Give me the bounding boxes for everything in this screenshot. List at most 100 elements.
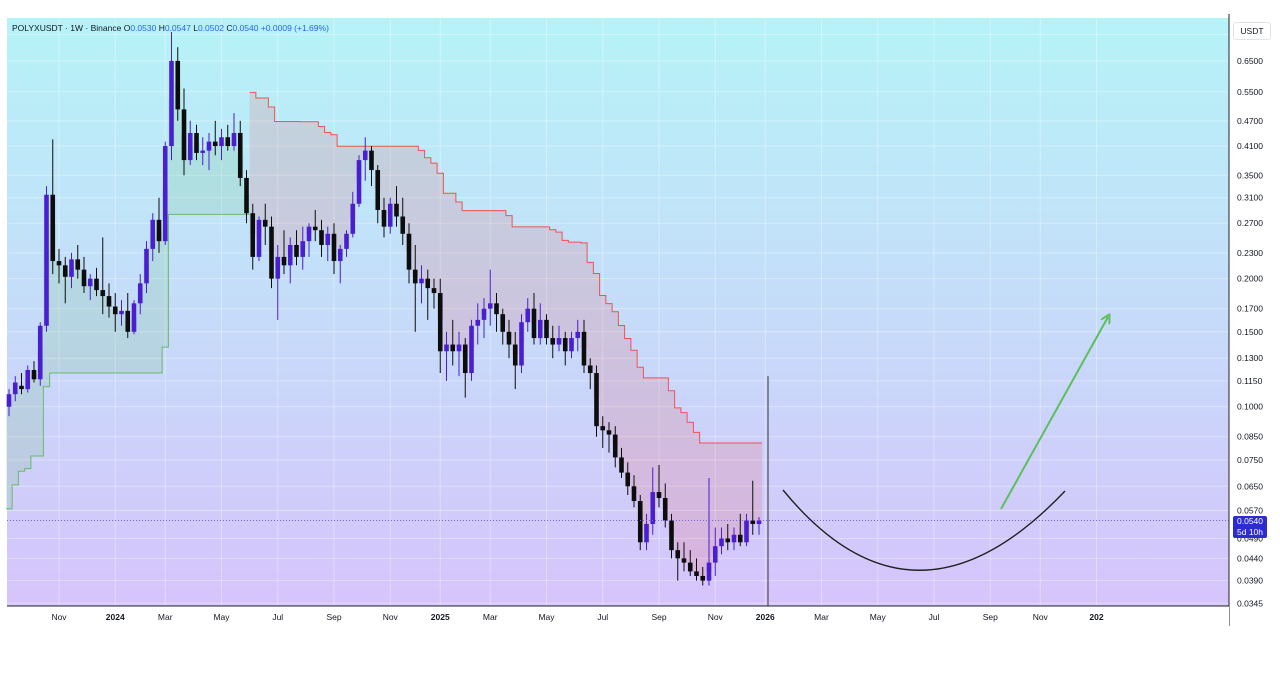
candle[interactable]	[581, 319, 587, 374]
candle[interactable]	[700, 566, 706, 586]
candle[interactable]	[750, 480, 756, 535]
symbol-name[interactable]: POLYXUSDT	[12, 23, 63, 33]
candle[interactable]	[387, 197, 393, 234]
candle[interactable]	[250, 203, 256, 270]
candle[interactable]	[106, 283, 112, 318]
candle[interactable]	[181, 88, 187, 176]
candle[interactable]	[100, 237, 106, 315]
candle[interactable]	[594, 365, 599, 437]
candle[interactable]	[300, 226, 306, 270]
candle[interactable]	[50, 139, 56, 275]
candle[interactable]	[706, 477, 712, 586]
candle[interactable]	[144, 241, 149, 294]
candle[interactable]	[231, 113, 237, 151]
candle[interactable]	[669, 513, 674, 559]
candle[interactable]	[56, 248, 62, 284]
candle[interactable]	[94, 267, 99, 297]
candle[interactable]	[400, 197, 406, 245]
candle[interactable]	[644, 513, 649, 551]
candle[interactable]	[69, 252, 74, 289]
candle[interactable]	[87, 274, 93, 301]
candle[interactable]	[381, 197, 387, 238]
candle[interactable]	[575, 319, 581, 352]
candle[interactable]	[606, 422, 612, 453]
candle[interactable]	[6, 389, 12, 417]
candle[interactable]	[112, 293, 118, 332]
candle[interactable]	[312, 210, 318, 242]
candle[interactable]	[444, 331, 449, 381]
candle[interactable]	[25, 365, 31, 393]
candle[interactable]	[256, 216, 262, 262]
candle[interactable]	[119, 300, 124, 326]
candle[interactable]	[219, 128, 224, 161]
candle[interactable]	[600, 416, 606, 448]
candle[interactable]	[412, 244, 418, 332]
candle[interactable]	[156, 197, 162, 253]
candle[interactable]	[431, 278, 437, 309]
candle[interactable]	[325, 226, 331, 262]
candle[interactable]	[12, 376, 18, 402]
candle[interactable]	[475, 303, 481, 345]
candle[interactable]	[712, 527, 718, 576]
candle[interactable]	[362, 137, 368, 181]
candle[interactable]	[194, 124, 199, 161]
candle[interactable]	[19, 373, 24, 395]
candle[interactable]	[81, 256, 87, 294]
candle[interactable]	[187, 120, 193, 166]
candle[interactable]	[225, 124, 231, 151]
candle[interactable]	[456, 331, 462, 377]
candle[interactable]	[169, 32, 174, 161]
candle[interactable]	[494, 293, 499, 332]
candle[interactable]	[125, 293, 131, 339]
candle[interactable]	[206, 133, 212, 171]
candle[interactable]	[200, 137, 206, 166]
candle[interactable]	[675, 542, 681, 581]
candle[interactable]	[262, 203, 268, 245]
candle[interactable]	[237, 120, 243, 187]
candle[interactable]	[287, 237, 293, 284]
interval[interactable]: 1W	[70, 23, 84, 33]
candle[interactable]	[681, 542, 687, 572]
candle[interactable]	[269, 216, 274, 289]
candle[interactable]	[425, 269, 431, 320]
time-axis[interactable]: Nov 2024 Mar May Jul Sep Nov 2025 Mar May Jul Sep No…	[0, 605, 1229, 626]
candle[interactable]	[569, 331, 574, 359]
candle[interactable]	[506, 319, 512, 359]
candle[interactable]	[725, 523, 731, 551]
candle[interactable]	[469, 319, 474, 381]
candle[interactable]	[344, 230, 349, 257]
candle[interactable]	[487, 269, 493, 326]
candle[interactable]	[619, 447, 624, 478]
candle[interactable]	[612, 426, 618, 468]
candle[interactable]	[306, 223, 312, 257]
candle[interactable]	[625, 462, 631, 496]
candle[interactable]	[406, 223, 412, 284]
candle[interactable]	[437, 278, 443, 374]
candle[interactable]	[662, 483, 668, 528]
candle[interactable]	[37, 322, 43, 386]
candle[interactable]	[294, 230, 299, 266]
candle[interactable]	[319, 219, 324, 257]
candle[interactable]	[331, 223, 337, 275]
candle[interactable]	[419, 265, 424, 304]
candle[interactable]	[537, 303, 543, 345]
candle[interactable]	[687, 550, 693, 576]
candles[interactable]	[6, 32, 762, 586]
candle[interactable]	[31, 361, 37, 383]
rounding-bottom-arc[interactable]	[782, 489, 1066, 571]
candle[interactable]	[519, 314, 524, 374]
candle[interactable]	[44, 186, 49, 332]
trend-arrow[interactable]	[1000, 317, 1108, 510]
candle[interactable]	[631, 475, 637, 508]
candle[interactable]	[337, 244, 343, 284]
candle[interactable]	[756, 517, 762, 535]
candle[interactable]	[737, 513, 743, 547]
candle[interactable]	[75, 244, 81, 279]
candle[interactable]	[212, 120, 218, 156]
candle[interactable]	[350, 191, 356, 238]
candle[interactable]	[281, 230, 287, 275]
candle[interactable]	[375, 165, 381, 224]
candle[interactable]	[550, 325, 556, 359]
